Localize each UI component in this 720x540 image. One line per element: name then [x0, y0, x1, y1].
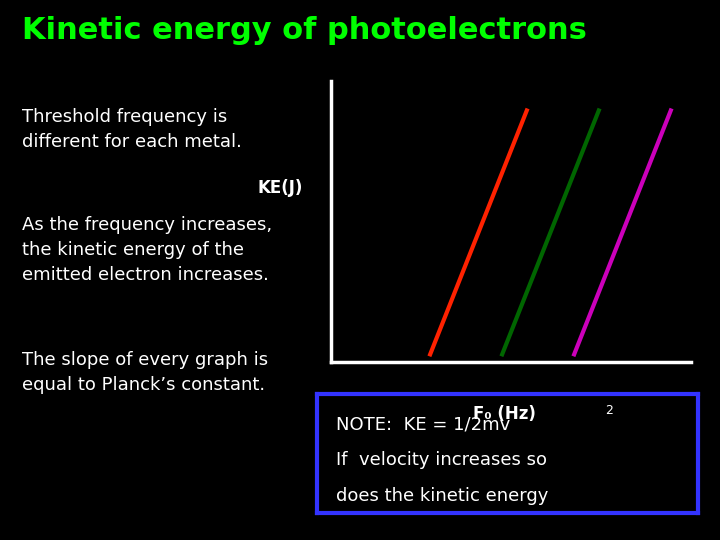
Text: F₀ (Hz): F₀ (Hz)	[472, 405, 536, 423]
Text: Kinetic energy of photoelectrons: Kinetic energy of photoelectrons	[22, 16, 587, 45]
Text: NOTE:  KE = 1/2mv: NOTE: KE = 1/2mv	[336, 416, 510, 434]
Text: KE(J): KE(J)	[257, 179, 302, 197]
Text: If  velocity increases so: If velocity increases so	[336, 451, 547, 469]
Text: As the frequency increases,
the kinetic energy of the
emitted electron increases: As the frequency increases, the kinetic …	[22, 216, 271, 284]
Text: 2: 2	[605, 404, 613, 417]
Text: Threshold frequency is
different for each metal.: Threshold frequency is different for eac…	[22, 108, 241, 151]
Text: does the kinetic energy: does the kinetic energy	[336, 487, 548, 505]
Text: The slope of every graph is
equal to Planck’s constant.: The slope of every graph is equal to Pla…	[22, 351, 268, 394]
